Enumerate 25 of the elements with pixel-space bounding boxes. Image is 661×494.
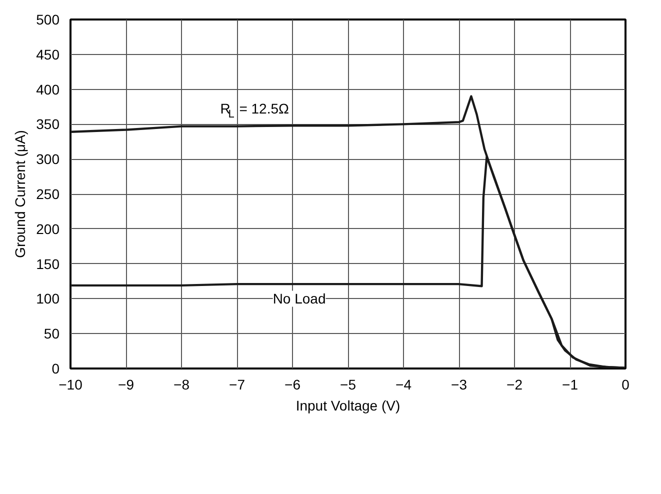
y-axis-title: Ground Current (μA) [12,130,28,258]
x-tick-label: 0 [622,376,630,392]
x-tick-label: −6 [284,376,301,392]
y-tick-label: 150 [36,256,60,272]
x-tick-label: −9 [118,376,134,392]
y-tick-label: 300 [36,151,60,168]
y-tick-label: 450 [36,46,60,62]
x-tick-label: −1 [562,376,578,392]
y-tick-label: 250 [36,186,60,202]
x-tick-label: −8 [174,376,190,392]
y-tick-label: 400 [36,81,60,98]
x-tick-label: −10 [58,376,83,392]
y-tick-label: 200 [36,220,60,237]
y-tick-label: 350 [36,116,60,132]
x-axis-title: Input Voltage (V) [296,398,400,414]
y-tick-label: 100 [36,290,60,307]
y-tick-label: 500 [36,12,60,28]
y-tick-label: 50 [44,326,60,342]
annotation: No Load [272,290,326,307]
x-tick-label: −7 [229,376,246,392]
x-tick-label: −3 [451,376,468,392]
y-tick-label: 0 [52,360,60,376]
x-tick-label: −4 [396,376,412,392]
x-tick-label: −2 [506,376,523,392]
x-tick-label: −5 [340,376,356,392]
